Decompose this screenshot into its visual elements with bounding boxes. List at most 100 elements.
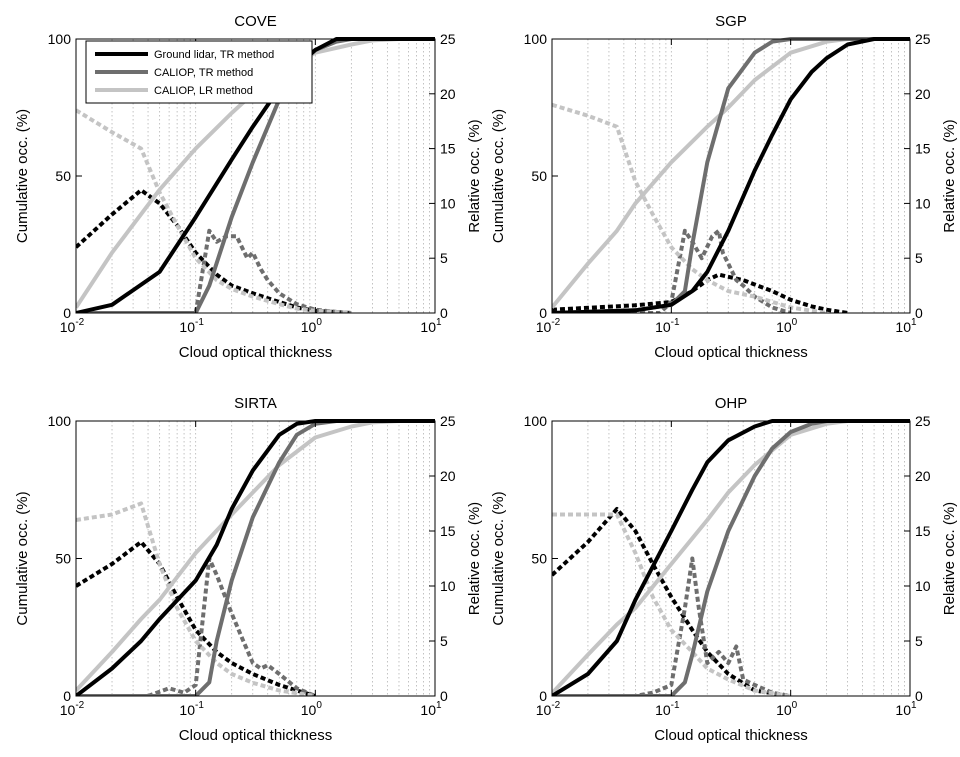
x-tick-base: 10 <box>60 319 76 335</box>
y-right-tick-label: 0 <box>440 305 448 321</box>
x-tick-base: 10 <box>179 319 195 335</box>
x-tick-base: 10 <box>536 319 552 335</box>
y-right-tick-label: 25 <box>440 413 456 429</box>
y-left-tick-label: 100 <box>48 31 72 47</box>
y-right-tick-label: 10 <box>440 578 456 594</box>
x-tick-base: 10 <box>776 702 792 718</box>
relative-series-line <box>552 512 792 696</box>
relative-series-line <box>552 507 792 696</box>
x-tick-base: 10 <box>655 702 671 718</box>
y-right-axis-label: Relative occ. (%) <box>941 502 958 615</box>
x-tick-base: 10 <box>301 319 317 335</box>
x-tick-base: 10 <box>536 702 552 718</box>
y-right-tick-label: 20 <box>440 86 456 102</box>
legend-label: CALIOP, TR method <box>154 67 253 79</box>
y-right-tick-label: 20 <box>915 468 931 484</box>
x-tick-base: 10 <box>655 319 671 335</box>
y-left-tick-label: 100 <box>48 413 72 429</box>
x-tick-label: 10-2 <box>60 317 85 335</box>
y-right-tick-label: 20 <box>915 86 931 102</box>
y-left-tick-label: 50 <box>55 168 71 184</box>
x-tick-label: 10-2 <box>536 700 561 718</box>
y-right-tick-label: 25 <box>915 413 931 429</box>
x-axis-label: Cloud optical thickness <box>179 344 332 361</box>
panel-cove: 10-2 10-1 100 1010501000510152025COVECloud … <box>14 13 483 361</box>
y-left-tick-label: 50 <box>531 551 547 567</box>
x-tick-label: 101 <box>895 700 917 718</box>
y-right-tick-label: 15 <box>915 523 931 539</box>
y-right-tick-label: 15 <box>440 523 456 539</box>
x-tick-label: 10-1 <box>179 317 204 335</box>
plot-area <box>76 421 435 696</box>
y-right-tick-label: 25 <box>915 31 931 47</box>
x-tick-base: 10 <box>60 702 76 718</box>
panel-title: SGP <box>715 13 747 30</box>
x-tick-exponent: -2 <box>75 317 84 328</box>
y-left-axis-label: Cumulative occ. (%) <box>490 109 507 243</box>
x-tick-base: 10 <box>420 702 436 718</box>
y-left-tick-label: 0 <box>63 305 71 321</box>
y-right-axis-label: Relative occ. (%) <box>466 119 483 232</box>
x-tick-exponent: -1 <box>671 317 680 328</box>
y-right-tick-label: 0 <box>915 688 923 704</box>
y-right-tick-label: 0 <box>915 305 923 321</box>
panel-title: COVE <box>234 13 277 30</box>
x-axis-label: Cloud optical thickness <box>654 727 807 744</box>
y-left-tick-label: 100 <box>524 413 548 429</box>
x-tick-exponent: 1 <box>911 317 917 328</box>
x-tick-label: 101 <box>420 317 442 335</box>
panel-title: SIRTA <box>234 395 277 412</box>
x-axis-label: Cloud optical thickness <box>654 344 807 361</box>
y-right-tick-label: 25 <box>440 31 456 47</box>
x-tick-exponent: 1 <box>911 700 917 711</box>
x-tick-exponent: -2 <box>551 700 560 711</box>
x-tick-exponent: 0 <box>792 317 798 328</box>
plot-area <box>552 421 910 696</box>
x-tick-base: 10 <box>895 702 911 718</box>
x-tick-label: 100 <box>776 700 798 718</box>
cumulative-series-line <box>76 419 435 696</box>
y-left-tick-label: 0 <box>63 688 71 704</box>
y-left-tick-label: 50 <box>531 168 547 184</box>
y-right-tick-label: 15 <box>440 141 456 157</box>
x-tick-label: 100 <box>776 317 798 335</box>
relative-series-line <box>76 228 352 313</box>
x-tick-exponent: 0 <box>316 700 322 711</box>
x-tick-base: 10 <box>420 319 436 335</box>
y-right-tick-label: 20 <box>440 468 456 484</box>
x-tick-base: 10 <box>895 319 911 335</box>
cumulative-series-line <box>552 37 910 313</box>
panel-title: OHP <box>715 395 748 412</box>
legend-label: Ground lidar, TR method <box>154 49 274 61</box>
y-right-tick-label: 10 <box>915 195 931 211</box>
y-right-axis-label: Relative occ. (%) <box>941 119 958 232</box>
y-right-tick-label: 5 <box>915 633 923 649</box>
legend: Ground lidar, TR method CALIOP, TR method… <box>85 40 313 104</box>
x-tick-base: 10 <box>301 702 317 718</box>
panel-sirta: 10-2 10-1 100 1010501000510152025SIRTACloud… <box>14 395 483 744</box>
y-left-tick-label: 0 <box>539 688 547 704</box>
x-tick-base: 10 <box>776 319 792 335</box>
relative-series-line <box>76 540 316 696</box>
y-right-tick-label: 5 <box>440 250 448 266</box>
x-tick-exponent: -2 <box>75 700 84 711</box>
y-left-tick-label: 100 <box>524 31 548 47</box>
x-tick-exponent: 1 <box>436 317 442 328</box>
y-left-axis-label: Cumulative occ. (%) <box>490 491 507 625</box>
x-tick-exponent: -1 <box>195 317 204 328</box>
y-right-tick-label: 5 <box>440 633 448 649</box>
x-tick-label: 10-1 <box>655 700 680 718</box>
relative-series-line <box>552 228 792 313</box>
y-right-tick-label: 10 <box>915 578 931 594</box>
relative-series-line <box>552 102 827 313</box>
relative-series-line <box>552 556 792 696</box>
x-tick-exponent: 1 <box>436 700 442 711</box>
y-right-tick-label: 10 <box>440 195 456 211</box>
y-left-axis-label: Cumulative occ. (%) <box>14 491 31 625</box>
y-right-axis-label: Relative occ. (%) <box>466 502 483 615</box>
x-tick-exponent: -1 <box>195 700 204 711</box>
